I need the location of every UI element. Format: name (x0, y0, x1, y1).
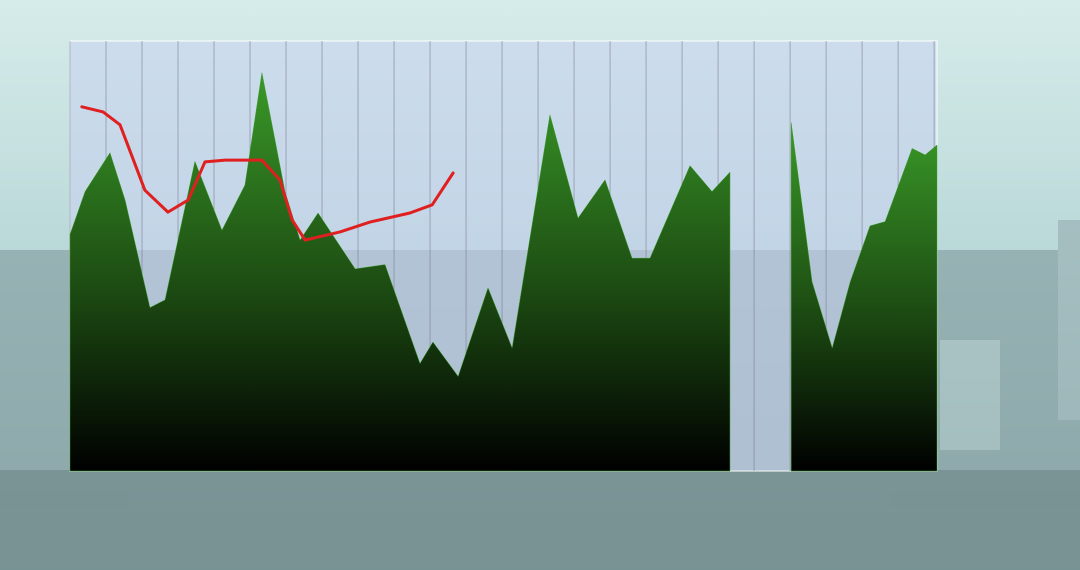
area (790, 122, 938, 472)
area (69, 72, 731, 472)
city-lower (0, 470, 1080, 570)
line (80, 105, 455, 242)
plot (69, 41, 938, 472)
